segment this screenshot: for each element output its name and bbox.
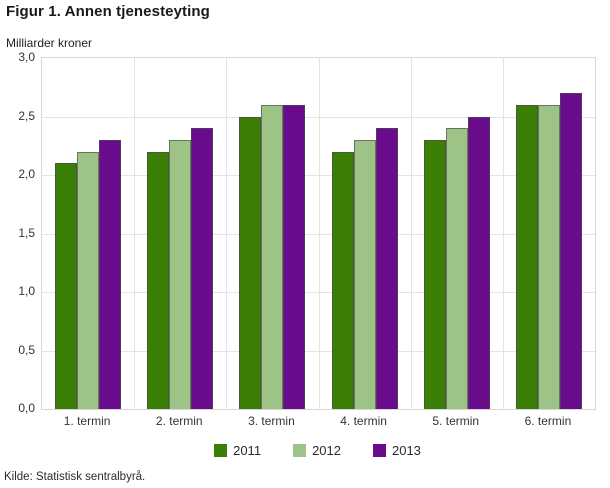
bar-2011-3-termin bbox=[239, 116, 262, 409]
bar-group-2 bbox=[134, 58, 226, 409]
source-note: Kilde: Statistisk sentralbyrå. bbox=[4, 471, 146, 483]
y-axis-tick-label: 1,5 bbox=[18, 225, 35, 240]
y-axis-tick-label: 2,0 bbox=[18, 167, 35, 181]
gridline-vertical bbox=[134, 58, 136, 409]
y-axis-tick-label: 1,0 bbox=[18, 284, 35, 298]
x-axis-tick-label: 5. termin bbox=[432, 414, 480, 428]
bar-group-5 bbox=[411, 58, 503, 409]
bar-2013-2-termin bbox=[191, 128, 214, 409]
bar-2013-6-termin bbox=[559, 93, 582, 409]
gridline-vertical bbox=[226, 58, 228, 409]
bar-2012-4-termin bbox=[353, 139, 376, 409]
bar-group-4 bbox=[319, 58, 411, 409]
legend-swatch-icon bbox=[293, 444, 307, 457]
gridline-vertical bbox=[410, 58, 412, 409]
chart-title: Figur 1. Annen tjenesteyting bbox=[6, 3, 210, 20]
y-axis-unit-label: Milliarder kroner bbox=[6, 36, 93, 50]
legend-item-2011: 2011 bbox=[214, 443, 261, 458]
gridline-vertical bbox=[318, 58, 320, 409]
bar-2012-1-termin bbox=[77, 151, 100, 409]
legend-label: 2011 bbox=[233, 443, 262, 458]
x-axis-tick-label: 3. termin bbox=[248, 414, 295, 428]
bar-group-1 bbox=[42, 58, 134, 409]
bar-2013-1-termin bbox=[99, 139, 122, 409]
bar-2011-1-termin bbox=[55, 163, 78, 409]
x-axis-tick-label: 2. termin bbox=[155, 414, 203, 428]
bar-2011-4-termin bbox=[331, 151, 354, 409]
gridline-vertical bbox=[502, 58, 504, 409]
y-axis-tick-label: 0,0 bbox=[18, 401, 35, 415]
bar-2013-3-termin bbox=[283, 104, 306, 409]
legend-swatch-icon bbox=[214, 444, 228, 457]
bar-2012-6-termin bbox=[537, 104, 560, 409]
plot-area bbox=[41, 57, 596, 410]
bar-2012-2-termin bbox=[169, 139, 192, 409]
bar-2012-3-termin bbox=[261, 104, 284, 409]
legend-item-2012: 2012 bbox=[293, 443, 341, 458]
legend-label: 2012 bbox=[312, 443, 341, 458]
x-axis-tick-label: 6. termin bbox=[524, 414, 572, 428]
bar-2011-5-termin bbox=[423, 139, 446, 409]
bar-2012-5-termin bbox=[445, 128, 468, 409]
legend-item-2013: 2013 bbox=[372, 443, 421, 458]
bar-2011-2-termin bbox=[147, 151, 170, 409]
bar-2013-4-termin bbox=[375, 128, 398, 409]
y-axis-tick-label: 3,0 bbox=[18, 50, 35, 64]
bar-2011-6-termin bbox=[515, 104, 538, 409]
x-axis-tick-label: 4. termin bbox=[340, 414, 387, 428]
bar-group-3 bbox=[226, 58, 318, 409]
x-axis-tick-label: 1. termin bbox=[63, 414, 111, 428]
bar-2013-5-termin bbox=[467, 116, 490, 409]
y-axis-tick-label: 2,5 bbox=[18, 108, 35, 123]
y-axis-tick-label: 0,5 bbox=[18, 342, 35, 357]
bar-group-6 bbox=[503, 58, 595, 409]
legend-label: 2013 bbox=[391, 443, 421, 458]
legend-swatch-icon bbox=[372, 444, 386, 457]
legend: 2011 2012 2013 bbox=[41, 443, 594, 458]
